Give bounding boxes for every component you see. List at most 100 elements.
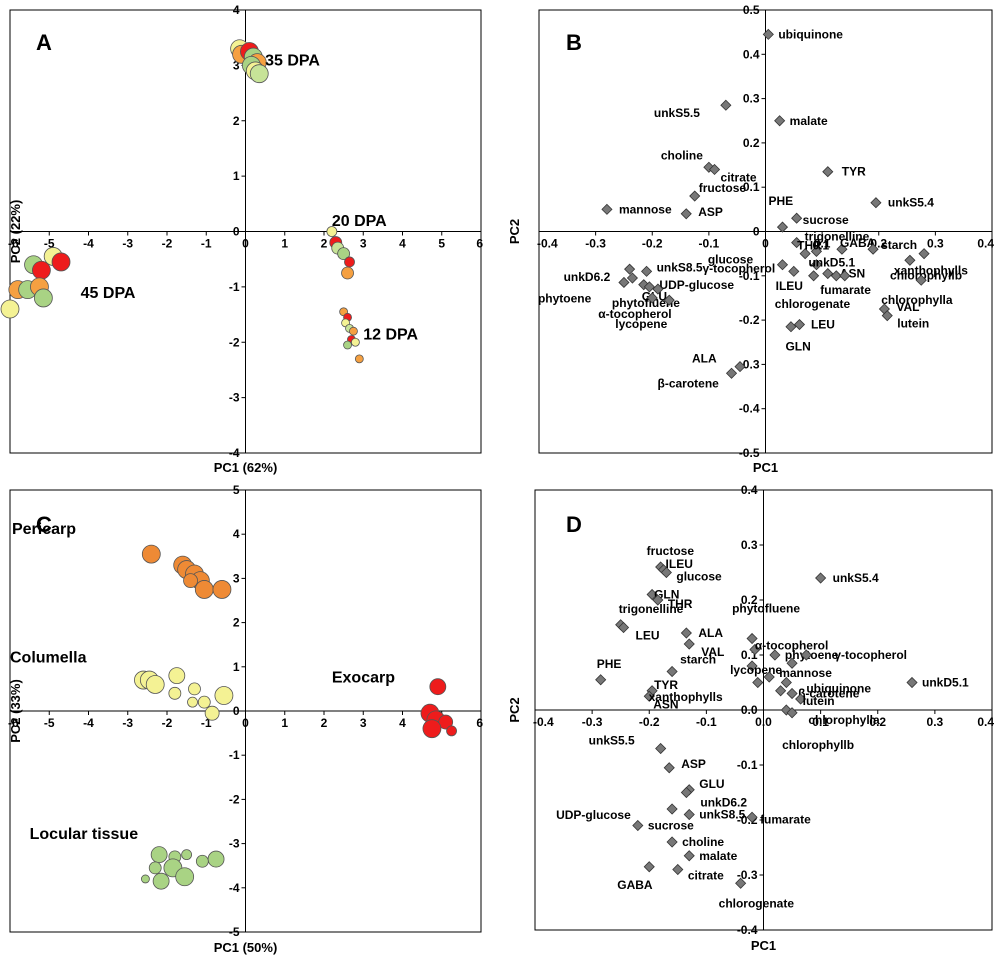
loading-point bbox=[601, 203, 613, 215]
loading-label: ubiquinone bbox=[806, 682, 871, 696]
loading-point bbox=[626, 272, 638, 284]
loading-point bbox=[915, 274, 927, 286]
score-point bbox=[168, 667, 186, 685]
loading-point bbox=[810, 245, 823, 258]
loading-label: UDP-glucose bbox=[556, 808, 631, 822]
score-point bbox=[349, 326, 358, 336]
loading-point bbox=[646, 292, 658, 304]
loading-point bbox=[775, 685, 787, 697]
score-point bbox=[438, 714, 454, 730]
loading-label: β-carotene bbox=[658, 376, 720, 390]
x-tick-label: -0.3 bbox=[585, 237, 606, 251]
group-label: 35 DPA bbox=[265, 52, 320, 69]
panel-b: -0.4 -0.3 -0.2 -0.1 0 0.1 0.2 0.3 0.4 -0.5 -0.4 -0.… bbox=[507, 3, 994, 475]
loading-point bbox=[906, 676, 918, 689]
loading-point bbox=[618, 276, 630, 289]
x-tick-label: -6 bbox=[8, 237, 19, 251]
loading-point bbox=[774, 115, 786, 127]
x-tick-label: 4 bbox=[399, 237, 406, 251]
score-point bbox=[354, 354, 364, 364]
score-point bbox=[207, 850, 225, 868]
loading-label: lycopene bbox=[615, 317, 667, 331]
x-tick-label: 0.0 bbox=[755, 715, 772, 729]
loading-point bbox=[735, 877, 747, 889]
loading-label: PHE bbox=[597, 657, 622, 671]
score-point bbox=[197, 695, 211, 709]
loading-point bbox=[839, 270, 851, 282]
y-tick-label: 1 bbox=[233, 660, 240, 674]
loading-point bbox=[746, 632, 758, 645]
loading-point bbox=[752, 676, 764, 689]
loading-point bbox=[683, 638, 695, 650]
x-tick-label: -3 bbox=[122, 716, 133, 730]
loading-point bbox=[780, 676, 792, 689]
loading-point bbox=[799, 248, 811, 260]
loading-label: ASN bbox=[653, 697, 678, 711]
loading-label: citrate bbox=[721, 170, 757, 184]
loading-label: GABA bbox=[840, 236, 876, 250]
loading-point bbox=[643, 861, 655, 873]
loading-label: THR bbox=[668, 597, 693, 611]
loading-label: fructose bbox=[699, 181, 747, 195]
y-tick-label: 0.3 bbox=[743, 92, 760, 106]
loading-point bbox=[680, 627, 692, 639]
loading-label: fumarate bbox=[820, 283, 871, 297]
score-point bbox=[145, 675, 165, 694]
panel-label: A bbox=[36, 30, 52, 55]
y-tick-label: 5 bbox=[233, 483, 240, 497]
group-label: 12 DPA bbox=[363, 326, 418, 343]
loading-label: lycopene bbox=[730, 663, 782, 677]
loading-point bbox=[746, 660, 758, 672]
loading-label: UDP-glucose bbox=[659, 278, 734, 292]
loading-label: lutein bbox=[897, 317, 929, 331]
x-tick-label: 3 bbox=[360, 716, 367, 730]
loading-point bbox=[786, 707, 798, 719]
score-point bbox=[337, 247, 351, 261]
y-tick-label: 4 bbox=[233, 3, 240, 17]
loading-label: ASP bbox=[681, 757, 706, 771]
x-axis-label: PC1 (50%) bbox=[214, 940, 278, 955]
loading-point bbox=[815, 572, 827, 584]
y-axis-label: PC2 (33%) bbox=[8, 679, 23, 743]
loading-point bbox=[660, 566, 672, 579]
panel-a: -6 -5 -4 -3 -2 -1 0 1 2 3 4 5 6 -4 -3 -2 -1 0 1 2 3 4 PC1 (62%… bbox=[0, 3, 483, 475]
loading-label: mannose bbox=[779, 666, 832, 680]
y-tick-label: 0.4 bbox=[741, 483, 758, 497]
x-tick-label: 5 bbox=[438, 237, 445, 251]
loading-label: chlorophylla bbox=[808, 713, 880, 727]
group-label: Locular tissue bbox=[30, 826, 139, 843]
score-point bbox=[429, 678, 447, 696]
x-tick-label: 1 bbox=[281, 237, 288, 251]
loading-label: α-tocopherol bbox=[755, 639, 828, 653]
x-tick-label: -0.4 bbox=[533, 715, 554, 729]
x-tick-label: 2 bbox=[321, 237, 328, 251]
loading-label: phytoene bbox=[538, 291, 592, 305]
loading-point bbox=[720, 99, 732, 111]
loading-label: chlorogenate bbox=[775, 297, 851, 311]
loading-label: glucose bbox=[676, 570, 722, 584]
loading-label: glucose bbox=[708, 252, 754, 266]
loading-label: VAL bbox=[701, 645, 724, 659]
x-tick-label: 0 bbox=[242, 716, 249, 730]
loading-point bbox=[746, 811, 758, 823]
loading-point bbox=[836, 243, 848, 255]
score-point bbox=[343, 340, 352, 350]
y-tick-label: -0.4 bbox=[739, 402, 760, 416]
score-point bbox=[51, 252, 71, 272]
loading-point bbox=[867, 243, 879, 255]
loading-point bbox=[663, 294, 675, 306]
x-tick-label: -0.4 bbox=[537, 237, 558, 251]
x-tick-label: -0.2 bbox=[642, 237, 663, 251]
x-tick-label: -3 bbox=[122, 237, 133, 251]
loading-label: phytofluene bbox=[732, 602, 800, 616]
loading-label: ubiquinone bbox=[778, 27, 843, 41]
score-point bbox=[344, 256, 355, 268]
loading-label: starch bbox=[680, 653, 716, 667]
y-tick-label: -3 bbox=[229, 391, 240, 405]
loading-point bbox=[830, 270, 842, 282]
y-tick-label: -5 bbox=[229, 925, 240, 939]
loading-point bbox=[655, 742, 667, 755]
loading-point bbox=[763, 671, 775, 683]
loading-point bbox=[793, 318, 806, 331]
x-tick-label: -4 bbox=[83, 237, 94, 251]
